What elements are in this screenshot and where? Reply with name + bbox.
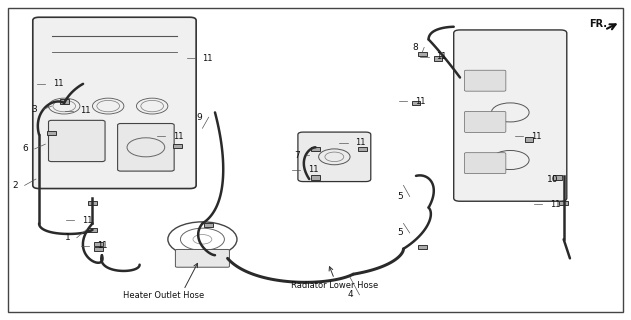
Bar (95, 247, 103, 251)
Bar (88, 228, 97, 232)
FancyBboxPatch shape (33, 17, 196, 188)
Bar (95, 242, 103, 246)
Text: 11: 11 (355, 138, 365, 147)
Bar (88, 201, 97, 205)
FancyBboxPatch shape (464, 111, 506, 132)
Text: 11: 11 (415, 97, 425, 106)
Text: 9: 9 (196, 113, 202, 122)
Text: 2: 2 (13, 181, 18, 190)
Bar (311, 175, 320, 180)
FancyBboxPatch shape (175, 250, 230, 267)
Bar (418, 245, 427, 250)
Bar (559, 201, 568, 205)
FancyBboxPatch shape (117, 124, 174, 171)
Text: 11: 11 (550, 200, 560, 209)
Text: 11: 11 (531, 132, 541, 141)
Text: 5: 5 (398, 192, 403, 201)
Text: 11: 11 (82, 216, 92, 225)
Text: 3: 3 (31, 105, 37, 114)
Bar (525, 137, 533, 142)
Text: Radiator Lower Hose: Radiator Lower Hose (291, 282, 378, 291)
FancyBboxPatch shape (454, 30, 567, 201)
Text: 11: 11 (308, 165, 319, 174)
Bar (433, 56, 442, 61)
Bar (60, 99, 69, 104)
Bar (358, 147, 367, 151)
FancyBboxPatch shape (464, 153, 506, 174)
Text: 5: 5 (398, 228, 403, 237)
Text: Heater Outlet Hose: Heater Outlet Hose (123, 291, 204, 300)
Text: 10: 10 (547, 174, 558, 184)
Text: 11: 11 (436, 52, 447, 61)
Text: 1: 1 (64, 233, 70, 242)
Text: 8: 8 (412, 43, 418, 52)
Text: 11: 11 (203, 54, 213, 63)
Bar (311, 147, 320, 151)
FancyBboxPatch shape (49, 120, 105, 162)
Text: 11: 11 (53, 79, 63, 88)
Text: FR.: FR. (589, 19, 607, 29)
Text: 7: 7 (294, 151, 300, 160)
Text: 11: 11 (173, 132, 184, 141)
Text: 4: 4 (347, 290, 353, 299)
Text: 11: 11 (81, 106, 91, 115)
Bar (173, 143, 182, 148)
Bar (411, 101, 420, 105)
Text: 6: 6 (22, 144, 28, 153)
Bar (553, 175, 562, 180)
Bar (47, 131, 56, 135)
Text: 11: 11 (97, 241, 107, 250)
Bar (418, 52, 427, 56)
FancyBboxPatch shape (298, 132, 371, 181)
FancyBboxPatch shape (464, 70, 506, 91)
Bar (204, 223, 213, 227)
